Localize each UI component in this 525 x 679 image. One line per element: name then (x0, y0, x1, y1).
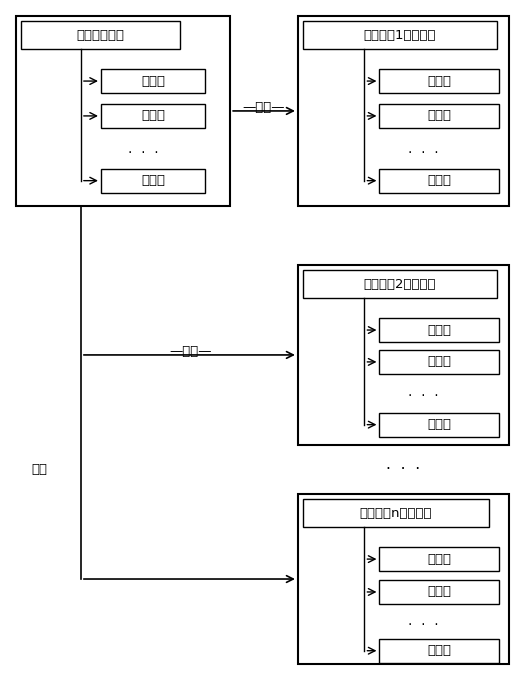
Bar (380, 168, 499, 193)
Text: ·  ·  ·: · · · (408, 146, 438, 160)
Bar (380, 69, 499, 93)
Bar (380, 350, 499, 374)
Text: 遥信组: 遥信组 (141, 75, 165, 88)
Bar (303, 21, 497, 49)
Bar (303, 499, 489, 527)
Text: 时间断面n远传点表: 时间断面n远传点表 (360, 507, 432, 520)
Text: —生成—: —生成— (169, 346, 212, 359)
Bar (298, 16, 509, 206)
Text: 遥测组: 遥测组 (427, 355, 451, 369)
Text: ·  ·  ·: · · · (408, 389, 438, 403)
Text: ·  ·  ·: · · · (408, 618, 438, 632)
Text: 时间断面1远传点表: 时间断面1远传点表 (363, 29, 436, 41)
Text: 遥信组: 遥信组 (427, 553, 451, 566)
Text: 遥调组: 遥调组 (427, 418, 451, 431)
Text: 遥测组: 遥测组 (427, 109, 451, 122)
Bar (16, 16, 230, 206)
Bar (303, 270, 497, 298)
Bar (380, 547, 499, 571)
Bar (101, 69, 205, 93)
Bar (380, 318, 499, 342)
Text: 遥调组: 遥调组 (141, 174, 165, 187)
Bar (298, 494, 509, 663)
Bar (298, 265, 509, 445)
Text: 当前远传点表: 当前远传点表 (77, 29, 125, 41)
Bar (380, 104, 499, 128)
Text: 遥信组: 遥信组 (427, 323, 451, 337)
Text: 遥测组: 遥测组 (141, 109, 165, 122)
Bar (101, 104, 205, 128)
Text: 遥调组: 遥调组 (427, 174, 451, 187)
Bar (22, 21, 181, 49)
Bar (380, 580, 499, 604)
Bar (380, 639, 499, 663)
Text: 生成: 生成 (31, 463, 47, 476)
Text: —生成—: —生成— (243, 101, 285, 115)
Text: ·  ·  ·: · · · (128, 146, 159, 160)
Bar (380, 413, 499, 437)
Text: 时间断面2远传点表: 时间断面2远传点表 (363, 278, 436, 291)
Text: 遥测组: 遥测组 (427, 585, 451, 598)
Text: 遥信组: 遥信组 (427, 75, 451, 88)
Text: ·  ·  ·: · · · (386, 462, 421, 477)
Text: 遥调组: 遥调组 (427, 644, 451, 657)
Bar (101, 168, 205, 193)
